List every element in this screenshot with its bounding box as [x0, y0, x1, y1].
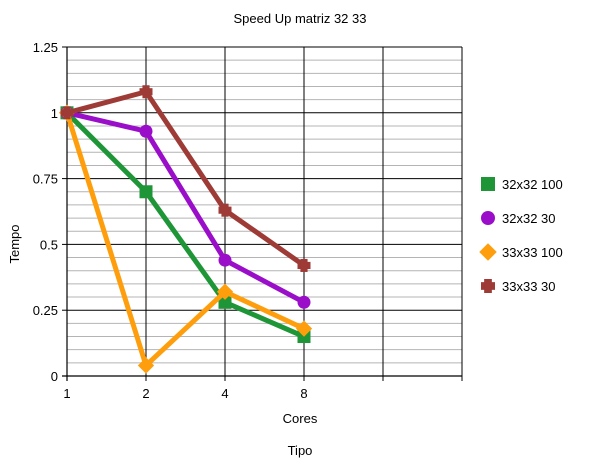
data-point [139, 85, 153, 99]
footer-label: Tipo [288, 443, 313, 458]
data-point [139, 185, 153, 199]
y-tick-label: 0.75 [33, 172, 58, 187]
x-tick-label: 8 [300, 386, 307, 401]
legend-label: 32x32 30 [502, 211, 556, 226]
y-tick-label: 0 [51, 369, 58, 384]
series-4 [60, 85, 311, 272]
legend-item: 33x33 100 [479, 243, 563, 261]
data-point [218, 203, 232, 217]
tick-labels: 0 0.25 0.5 0.75 1 1.25 1 2 4 8 [33, 40, 308, 401]
y-axis-label: Tempo [7, 224, 22, 263]
y-tick-label: 1 [51, 106, 58, 121]
series-1 [60, 106, 311, 344]
legend: 32x32 100 32x32 30 33x33 100 33x33 30 [479, 177, 563, 294]
legend-label: 33x33 100 [502, 245, 563, 260]
series-3 [58, 104, 313, 374]
data-point [295, 320, 313, 337]
x-axis-label: Cores [283, 411, 318, 426]
data-point [60, 106, 74, 120]
legend-item: 33x33 30 [481, 279, 556, 294]
legend-label: 33x33 30 [502, 279, 556, 294]
grid [66, 46, 463, 377]
legend-item: 32x32 100 [481, 177, 563, 192]
legend-swatch [481, 177, 495, 191]
y-tick-label: 1.25 [33, 40, 58, 55]
data-point [139, 124, 153, 138]
y-tick-label: 0.25 [33, 303, 58, 318]
legend-label: 32x32 100 [502, 177, 563, 192]
series-line [64, 110, 307, 368]
data-point [218, 295, 232, 309]
series-line [64, 110, 307, 305]
series-line [64, 110, 307, 340]
data-point [218, 253, 232, 267]
x-tick-label: 2 [142, 386, 149, 401]
chart-title: Speed Up matriz 32 33 [234, 11, 367, 26]
legend-swatch [481, 211, 495, 225]
series [58, 85, 313, 374]
data-point [137, 357, 155, 374]
legend-swatch [481, 279, 495, 293]
y-tick-label: 0.5 [40, 237, 58, 252]
data-point [216, 283, 234, 300]
x-tick-label: 4 [221, 386, 228, 401]
legend-item: 32x32 30 [481, 211, 556, 226]
series-line [64, 89, 307, 268]
data-point [297, 258, 311, 272]
legend-swatch [479, 243, 497, 261]
x-tick-label: 1 [63, 386, 70, 401]
data-point [297, 295, 311, 309]
